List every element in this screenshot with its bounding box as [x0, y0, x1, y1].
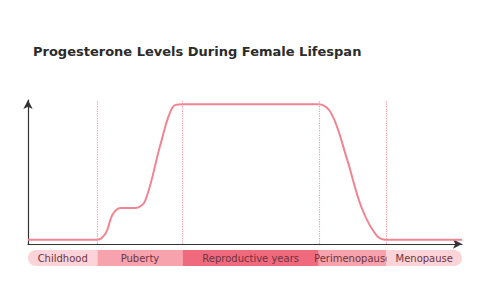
svg-text:Reproductive years: Reproductive years — [202, 253, 299, 264]
svg-text:Menopause: Menopause — [396, 253, 453, 264]
svg-text:Childhood: Childhood — [38, 253, 88, 264]
svg-text:Puberty: Puberty — [121, 253, 160, 264]
svg-text:Perimenopause: Perimenopause — [314, 253, 391, 264]
svg-text:Progesterone Levels During Fem: Progesterone Levels During Female Lifesp… — [33, 44, 361, 59]
